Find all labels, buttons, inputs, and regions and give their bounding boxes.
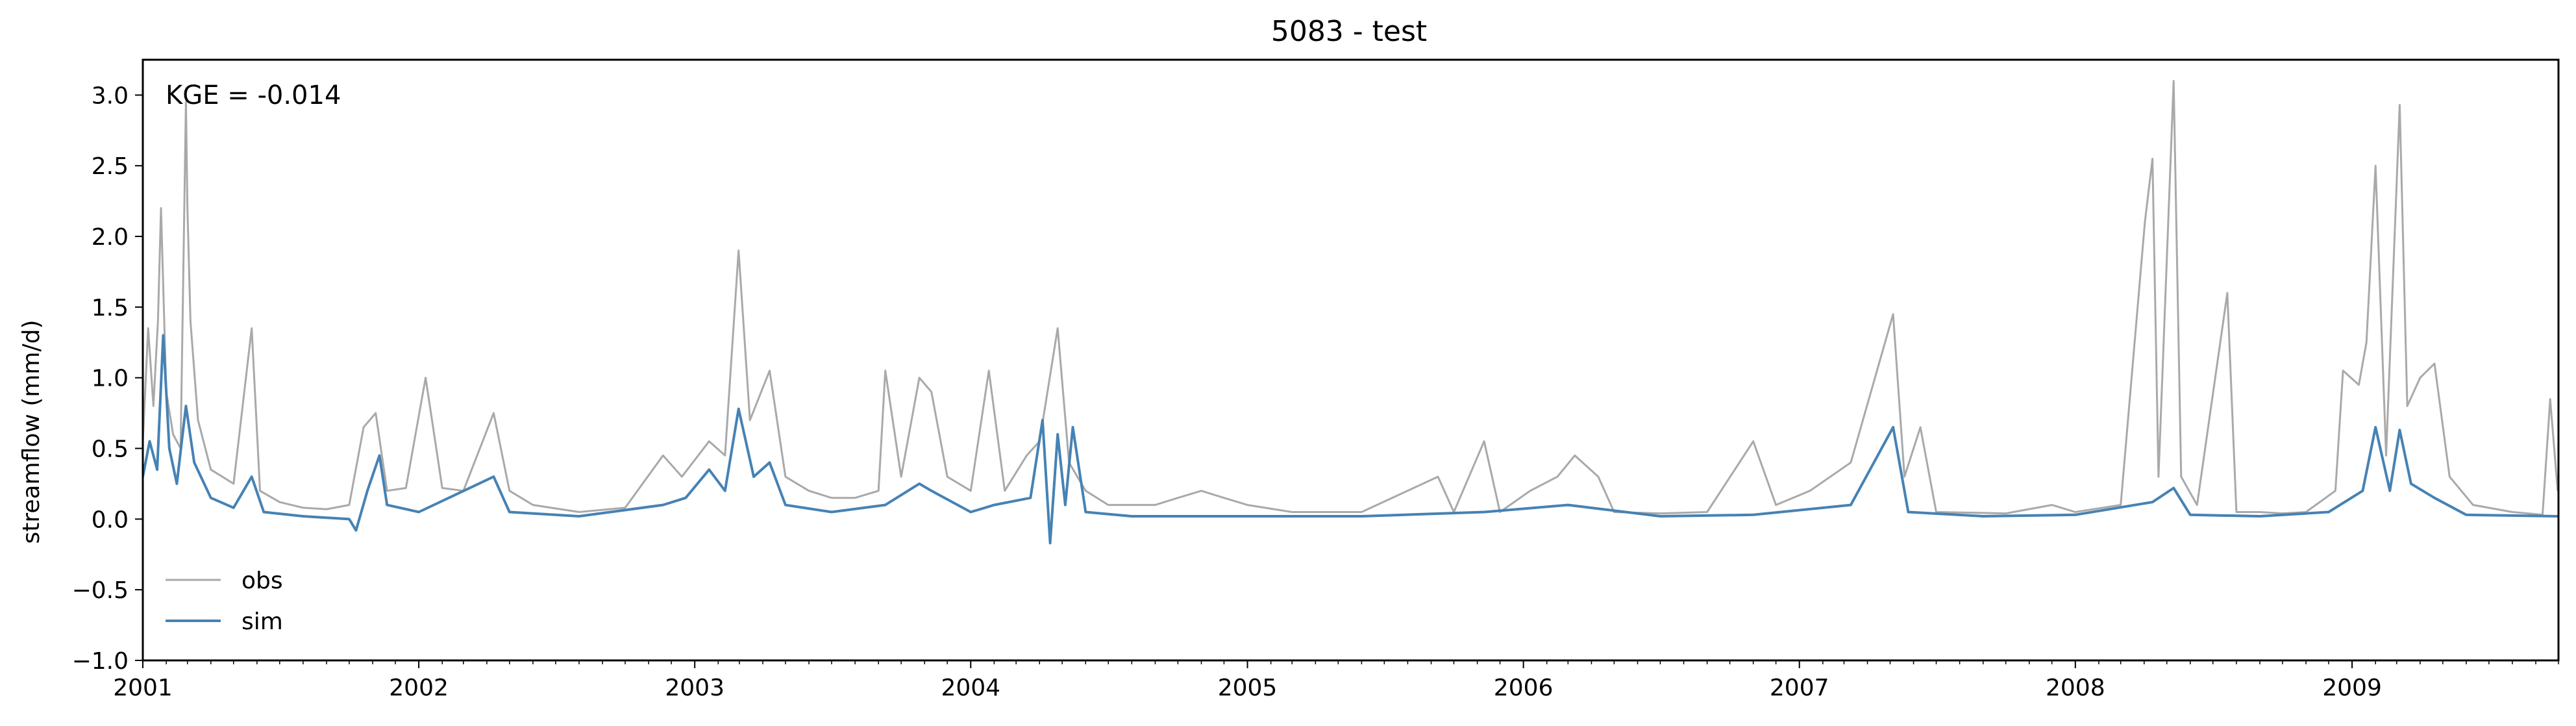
series-line-obs [143,80,2558,516]
y-tick-label: 1.0 [92,366,129,392]
y-tick-label: 1.5 [92,295,129,321]
x-tick-label: 2003 [665,675,724,701]
legend: obs sim [166,568,283,635]
x-tick-label: 2002 [389,675,449,701]
x-tick-label: 2004 [941,675,1000,701]
chart-title: 5083 - test [1271,15,1427,48]
axes-layer: −1.0 −0.5 0.0 0.5 1.0 1.5 2.0 2.5 3.0 2001 2002 200… [72,82,2559,701]
y-tick-label: 0.0 [92,507,129,533]
x-tick-label: 2008 [2046,675,2105,701]
y-tick-label: 2.5 [92,153,129,180]
legend-label-sim: sim [242,608,283,635]
x-tick-label: 2009 [2322,675,2382,701]
y-tick-label: 0.5 [92,436,129,463]
series-line-sim [143,334,2558,545]
y-axis-label: streamflow (mm/d) [18,320,45,544]
plot-frame [142,58,2560,662]
x-tick-label: 2006 [1494,675,1554,701]
x-tick-label: 2001 [113,675,173,701]
y-tick-label: −1.0 [72,648,129,675]
legend-label-obs: obs [242,568,283,594]
kge-annotation: KGE = -0.014 [166,81,341,110]
x-tick-label: 2005 [1218,675,1278,701]
x-tick-label: 2007 [1770,675,1829,701]
y-tick-label: −0.5 [72,577,129,604]
y-tick-label: 3.0 [92,82,129,109]
series-layer [143,80,2558,545]
y-tick-label: 2.0 [92,224,129,251]
